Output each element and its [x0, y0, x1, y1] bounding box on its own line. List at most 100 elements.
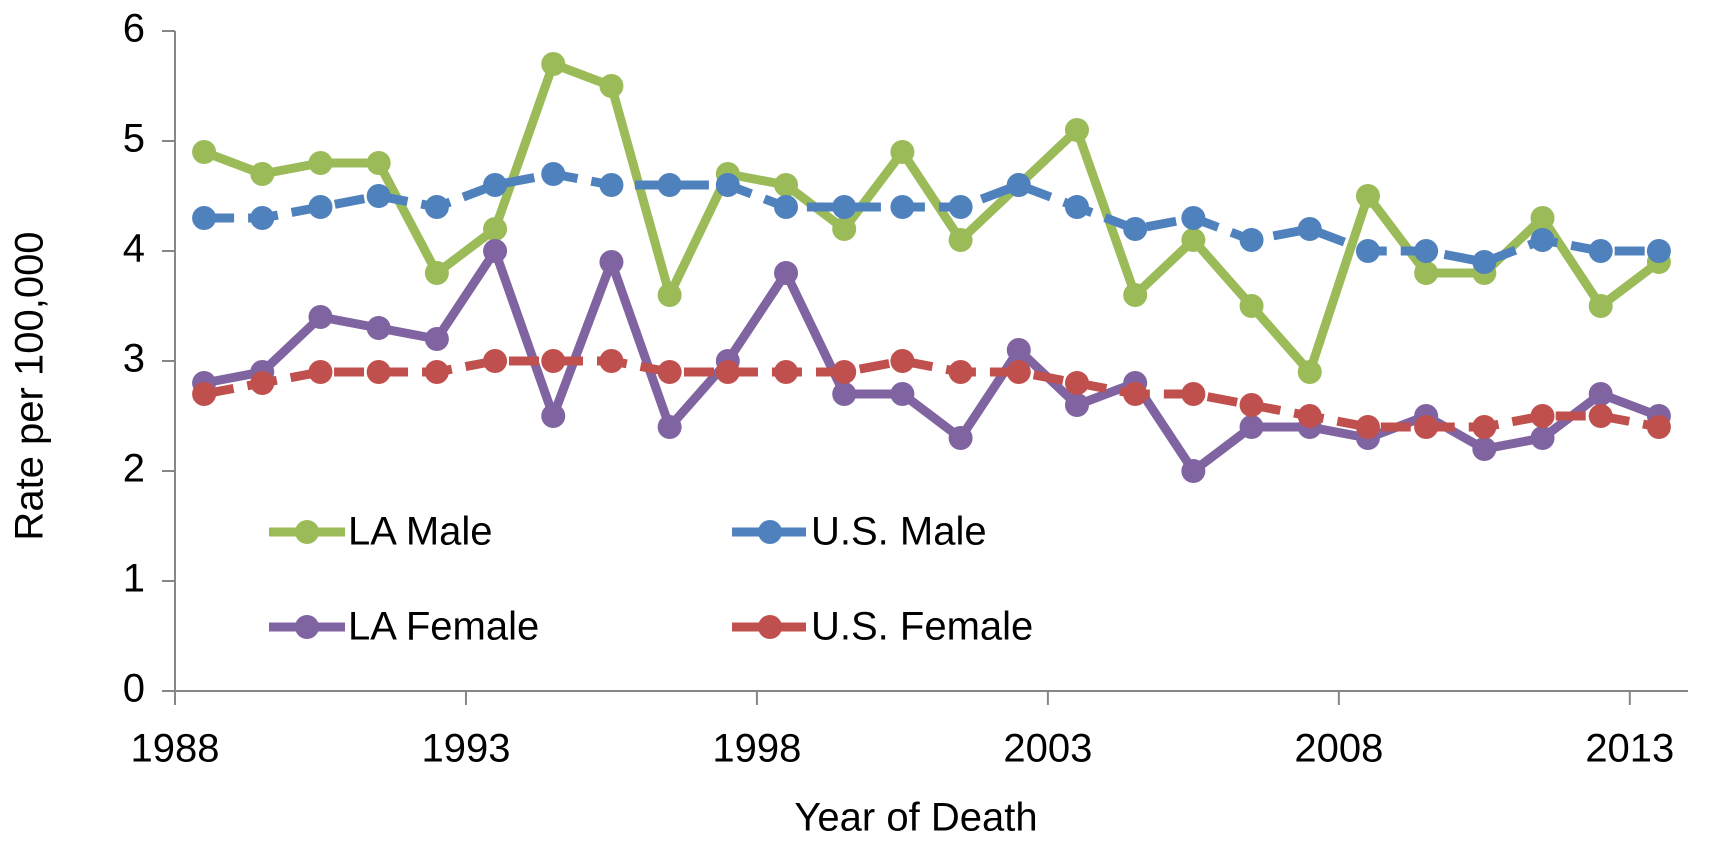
legend-label: U.S. Female — [811, 605, 1033, 649]
marker — [250, 371, 275, 395]
marker — [1006, 360, 1031, 384]
marker — [1355, 239, 1380, 263]
legend-marker — [758, 615, 782, 639]
legend-label: LA Male — [348, 510, 493, 554]
marker — [774, 195, 799, 219]
series — [192, 349, 1671, 439]
y-axis-label: Rate per 100,000 — [8, 231, 52, 540]
series-line — [203, 246, 1661, 476]
marker — [1123, 217, 1148, 241]
marker — [1297, 360, 1322, 384]
x-axis-label: Year of Death — [794, 796, 1037, 840]
marker — [541, 52, 566, 76]
marker — [1064, 371, 1089, 395]
marker — [1123, 283, 1148, 307]
marker — [1588, 239, 1613, 263]
marker — [1472, 415, 1497, 439]
marker — [1006, 173, 1031, 197]
marker — [657, 283, 682, 307]
marker — [1181, 228, 1206, 252]
legend-marker — [758, 520, 782, 544]
marker — [424, 195, 449, 219]
marker — [599, 74, 624, 98]
marker — [948, 426, 973, 450]
marker — [948, 228, 973, 252]
marker — [1239, 415, 1264, 439]
x-tick-label: 1988 — [131, 727, 220, 771]
series-line — [202, 59, 1662, 377]
marker — [366, 360, 391, 384]
marker — [1414, 415, 1439, 439]
legend-marker — [295, 520, 319, 544]
y-tick-label: 6 — [123, 7, 145, 51]
legend-marker — [295, 615, 319, 639]
marker — [366, 184, 391, 208]
marker — [774, 173, 799, 197]
y-tick-label: 3 — [123, 337, 145, 381]
marker — [1297, 217, 1322, 241]
marker — [1530, 228, 1555, 252]
marker — [599, 349, 624, 373]
marker — [657, 415, 682, 439]
marker — [1006, 338, 1031, 362]
marker — [1530, 426, 1555, 450]
y-tick-label: 4 — [123, 227, 145, 271]
marker — [1414, 261, 1439, 285]
x-tick-label: 2013 — [1585, 727, 1674, 771]
legend-label: LA Female — [348, 605, 539, 649]
marker — [832, 382, 857, 406]
marker — [832, 217, 857, 241]
y-tick-label: 0 — [123, 667, 145, 711]
x-tick-label: 2003 — [1003, 727, 1092, 771]
marker — [308, 305, 333, 329]
marker — [192, 140, 217, 164]
marker — [890, 382, 915, 406]
marker — [308, 151, 333, 175]
series — [192, 52, 1671, 384]
marker — [366, 151, 391, 175]
marker — [1239, 228, 1264, 252]
marker — [890, 349, 915, 373]
marker — [1414, 239, 1439, 263]
marker — [832, 195, 857, 219]
marker — [1530, 206, 1555, 230]
marker — [1472, 437, 1497, 461]
marker — [1472, 250, 1497, 274]
series — [192, 162, 1671, 274]
marker — [541, 162, 566, 186]
marker — [1588, 382, 1613, 406]
marker — [1355, 415, 1380, 439]
marker — [599, 173, 624, 197]
marker — [832, 360, 857, 384]
marker — [1181, 459, 1206, 483]
marker — [948, 360, 973, 384]
x-tick-label: 1993 — [421, 727, 510, 771]
marker — [366, 316, 391, 340]
marker — [1646, 415, 1671, 439]
marker — [1064, 118, 1089, 142]
marker — [657, 173, 682, 197]
marker — [1123, 382, 1148, 406]
marker — [483, 239, 508, 263]
marker — [192, 382, 217, 406]
marker — [1530, 404, 1555, 428]
marker — [1239, 393, 1264, 417]
marker — [1064, 393, 1089, 417]
marker — [308, 360, 333, 384]
marker — [1181, 206, 1206, 230]
marker — [1588, 294, 1613, 318]
marker — [424, 261, 449, 285]
marker — [715, 360, 740, 384]
marker — [890, 195, 915, 219]
marker — [1064, 195, 1089, 219]
x-tick-label: 2008 — [1294, 727, 1383, 771]
y-tick-label: 1 — [123, 557, 145, 601]
marker — [483, 217, 508, 241]
legend-label: U.S. Male — [811, 510, 987, 554]
marker — [948, 195, 973, 219]
marker — [541, 349, 566, 373]
marker — [483, 173, 508, 197]
x-tick-label: 1998 — [712, 727, 801, 771]
marker — [250, 162, 275, 186]
